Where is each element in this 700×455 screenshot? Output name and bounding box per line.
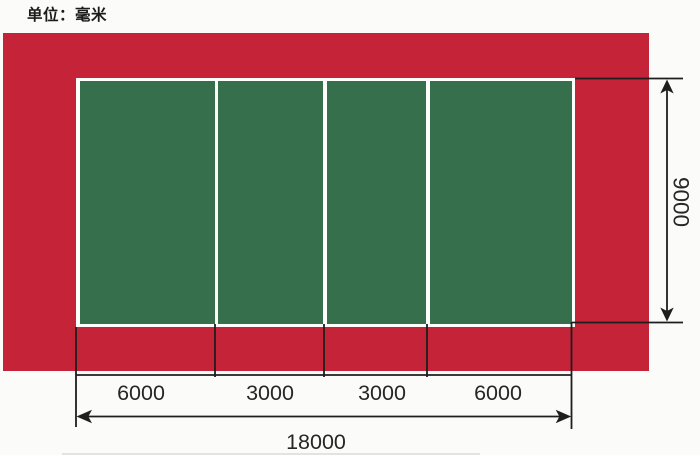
svg-text:6000: 6000 [117,381,165,405]
svg-text:18000: 18000 [286,430,346,454]
svg-text:3000: 3000 [246,381,294,405]
svg-text:9000: 9000 [669,177,694,227]
svg-text:3000: 3000 [358,381,406,405]
svg-text:6000: 6000 [474,381,522,405]
